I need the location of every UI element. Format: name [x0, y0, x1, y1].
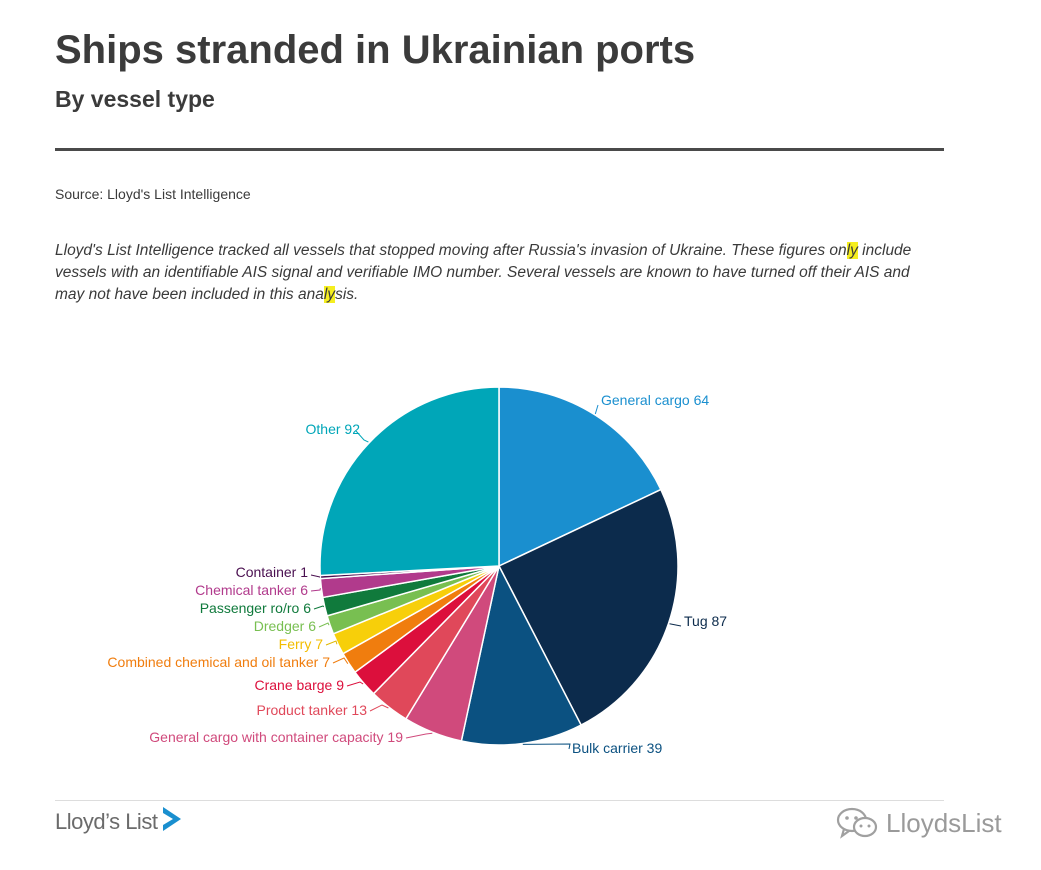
slice-label-11: Container 1	[236, 564, 309, 580]
slice-label-6: Combined chemical and oil tanker 7	[107, 654, 330, 670]
note-highlight-2: ly	[323, 286, 336, 303]
chart-subtitle: By vessel type	[55, 86, 215, 112]
leader-line-5	[346, 681, 364, 687]
footer-divider	[55, 800, 944, 801]
leader-line-11	[310, 574, 321, 578]
wechat-icon	[836, 807, 878, 839]
slice-label-0: General cargo 64	[601, 392, 709, 408]
leader-line-4	[369, 704, 389, 712]
pie-slice-1	[497, 488, 679, 727]
brand-wordmark: Lloyd’s List	[55, 809, 158, 834]
note-text-3: sis.	[335, 286, 359, 303]
pie-slice-0	[498, 386, 662, 568]
pie-slice-2	[460, 563, 583, 746]
slice-label-10: Chemical tanker 6	[195, 582, 308, 598]
leader-line-9	[313, 605, 325, 610]
slice-label-8: Dredger 6	[254, 618, 316, 634]
slice-label-4: Product tanker 13	[256, 702, 367, 718]
note-text-2: include vessels with an identifiable AIS…	[55, 242, 912, 303]
leader-line-0	[594, 404, 599, 415]
title-divider	[55, 148, 944, 151]
chart-title: Ships stranded in Ukrainian ports	[55, 28, 696, 72]
slice-label-2: Bulk carrier 39	[572, 740, 662, 756]
slice-label-5: Crane barge 9	[254, 677, 344, 693]
lloyds-list-logo[interactable]: Lloyd’s List	[55, 804, 183, 840]
slice-label-1: Tug 87	[684, 613, 727, 629]
source-note: Source: Lloyd's List Intelligence	[55, 186, 251, 202]
pie-slice-12	[319, 386, 500, 577]
pie-chart: General cargo 64 Tug 87 Bulk carrier 39 Gen…	[107, 386, 727, 756]
leader-line-2	[522, 743, 571, 750]
slice-label-9: Passenger ro/ro 6	[200, 600, 311, 616]
leader-line-12	[355, 430, 369, 443]
wechat-handle: LloydsList	[886, 807, 1002, 838]
leader-line-7	[325, 640, 338, 646]
leader-line-1	[669, 623, 682, 627]
brand-chevron-icon	[163, 807, 182, 831]
leader-line-3	[405, 732, 433, 739]
note-text-1: Lloyd's List Intelligence tracked all ve…	[55, 242, 847, 259]
leader-line-10	[310, 588, 321, 592]
slice-label-7: Ferry 7	[279, 636, 324, 652]
note-highlight-1: ly	[846, 242, 858, 259]
leader-line-6	[332, 657, 349, 664]
wechat-watermark: LloydsList	[836, 806, 1002, 840]
slice-label-12: Other 92	[306, 421, 361, 437]
methodology-note: Lloyd's List Intelligence tracked all ve…	[55, 240, 935, 306]
leader-line-8	[318, 622, 330, 628]
slice-label-3: General cargo with container capacity 19	[149, 729, 403, 745]
